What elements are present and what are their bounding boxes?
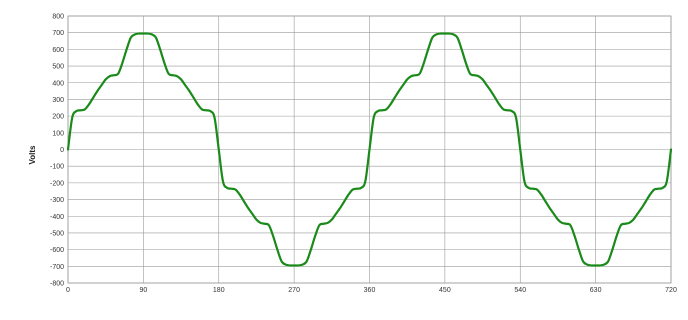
x-tick-label: 630 [590, 287, 602, 294]
y-tick-label: -600 [50, 247, 64, 254]
x-tick-label: 90 [139, 287, 147, 294]
y-tick-label: 400 [52, 80, 64, 87]
x-tick-label: 360 [364, 287, 376, 294]
y-tick-label: -300 [50, 197, 64, 204]
x-tick-label: 450 [439, 287, 451, 294]
y-tick-label: -800 [50, 281, 64, 288]
y-tick-label: 0 [60, 147, 64, 154]
y-tick-label: 100 [52, 130, 64, 137]
x-tick-labels: 0 90 180 270 360 450 540 630 720 [66, 287, 677, 294]
y-tick-label: -400 [50, 214, 64, 221]
grid-lines [67, 15, 672, 284]
y-tick-label: 700 [52, 30, 64, 37]
y-tick-label: -700 [50, 264, 64, 271]
y-tick-label: 200 [52, 114, 64, 121]
y-axis-title: Volts [28, 145, 37, 165]
y-tick-label: 500 [52, 64, 64, 71]
x-tick-label: 270 [288, 287, 300, 294]
y-tick-label: 800 [52, 14, 64, 21]
series-line [66, 32, 673, 267]
y-tick-labels: 800 700 600 500 400 300 200 100 0 -100 -200 -300 -40… [50, 14, 64, 288]
y-tick-label: -100 [50, 164, 64, 171]
x-tick-label: 720 [665, 287, 677, 294]
y-tick-label: -200 [50, 180, 64, 187]
y-tick-label: -500 [50, 230, 64, 237]
x-tick-label: 540 [514, 287, 526, 294]
x-tick-label: 0 [66, 287, 70, 294]
y-tick-label: 300 [52, 97, 64, 104]
series-group [66, 32, 673, 267]
x-tick-label: 180 [213, 287, 225, 294]
y-tick-label: 600 [52, 47, 64, 54]
